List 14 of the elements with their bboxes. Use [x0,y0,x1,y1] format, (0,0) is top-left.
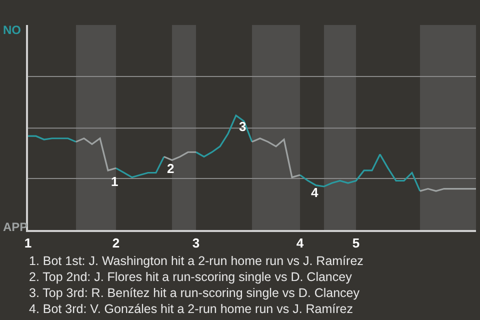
x-tick-label: 4 [296,235,304,250]
x-tick-label: 2 [112,235,120,250]
text: 3. Top 3rd: R. Benítez hit a run-scoring single vs D. Clancey [29,286,360,300]
text: 2. Top 2nd: J. Flores hit a run-scoring single vs D. Clancey [29,270,353,284]
text: 4. Bot 3rd: V. Gonzáles hit a 2-run home run vs J. Ramírez [29,302,353,316]
annotation: 4 [311,185,319,200]
x-tick-label: 3 [192,235,200,250]
annotation: 3 [239,119,246,134]
x-tick-label: 5 [352,235,360,250]
text: 1. Bot 1st: J. Washington hit a 2-run home run vs J. Ramírez [29,254,364,268]
annotation: 1 [111,174,118,189]
annotation: 2 [167,161,174,176]
text: NO [3,23,21,37]
x-tick-label: 1 [24,235,32,250]
